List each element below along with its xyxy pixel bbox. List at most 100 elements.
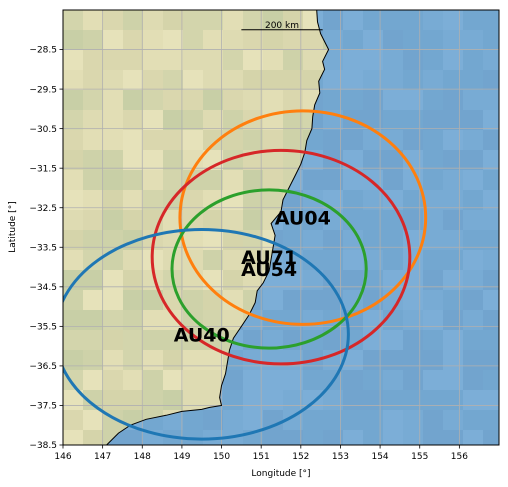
ocean-tile — [363, 110, 383, 130]
land-tile — [263, 170, 283, 190]
ocean-tile — [363, 310, 383, 330]
ocean-tile — [443, 130, 463, 150]
coverage-ellipse-au54 — [170, 188, 368, 350]
ocean-tile — [363, 190, 383, 210]
ocean-tile — [463, 210, 483, 230]
land-tile — [263, 10, 283, 30]
y-axis-ticks: −28.5 −29.5 −30.5 −31.5 −32.5 −33.5 −34.5 −35.5… — [29, 46, 63, 451]
ocean-tile — [383, 90, 403, 110]
ocean-tile — [263, 270, 283, 290]
land-tile — [83, 90, 103, 110]
land-tile — [143, 290, 163, 310]
land-tile — [163, 130, 183, 150]
ocean-tile — [363, 410, 383, 430]
land-tile — [83, 230, 103, 250]
ocean-tile — [423, 130, 443, 150]
ocean-tile — [483, 430, 499, 445]
land-tile — [103, 150, 123, 170]
ocean-tile — [123, 430, 143, 445]
ocean-tile — [443, 410, 463, 430]
land-tile — [63, 30, 83, 50]
land-tile — [143, 30, 163, 50]
ocean-tile — [483, 250, 499, 270]
ocean-tile — [243, 410, 263, 430]
coverage-ellipse-au71 — [150, 148, 412, 366]
ocean-tile — [403, 30, 423, 50]
land-tile — [143, 390, 163, 410]
land-tile — [243, 130, 263, 150]
land-tile — [243, 90, 263, 110]
land-tile — [103, 230, 123, 250]
land-tile — [163, 390, 183, 410]
land-tile — [123, 330, 143, 350]
land-tile — [223, 270, 243, 290]
land-tile — [283, 130, 303, 150]
ocean-tile — [423, 290, 443, 310]
ocean-tile — [463, 190, 483, 210]
land-tile — [223, 250, 243, 270]
land-tile — [103, 270, 123, 290]
ocean-tile — [383, 130, 403, 150]
y-tick-label: −30.5 — [29, 125, 57, 135]
land-tile — [163, 210, 183, 230]
ocean-tile — [383, 250, 403, 270]
x-tick-label: 149 — [173, 452, 190, 462]
ocean-tile — [283, 390, 303, 410]
ocean-tile — [363, 250, 383, 270]
ocean-tile — [403, 410, 423, 430]
land-tile — [103, 10, 123, 30]
land-tile — [203, 350, 223, 370]
x-tick-label: 153 — [332, 452, 349, 462]
land-tile — [223, 90, 243, 110]
land-tile — [283, 90, 303, 110]
ocean-tile — [323, 170, 343, 190]
land-tile — [103, 310, 123, 330]
land-tile — [83, 330, 103, 350]
land-tile — [103, 250, 123, 270]
ocean-tile — [423, 50, 443, 70]
ocean-tile — [363, 350, 383, 370]
land-tile — [203, 70, 223, 90]
ocean-tile — [463, 50, 483, 70]
ocean-tile — [483, 10, 499, 30]
ocean-tile — [443, 330, 463, 350]
land-tile — [123, 270, 143, 290]
ocean-tile — [363, 230, 383, 250]
ocean-tile — [323, 410, 343, 430]
land-tile — [83, 290, 103, 310]
ocean-tile — [283, 210, 303, 230]
ocean-tile — [483, 190, 499, 210]
ocean-tile — [443, 150, 463, 170]
ocean-tile — [323, 10, 343, 30]
land-tile — [283, 110, 303, 130]
land-tile — [83, 310, 103, 330]
ocean-tile — [423, 270, 443, 290]
land-tile — [163, 330, 183, 350]
ocean-tile — [423, 10, 443, 30]
ocean-tile — [423, 370, 443, 390]
land-tile — [143, 50, 163, 70]
ocean-tile — [463, 330, 483, 350]
land-tile — [183, 70, 203, 90]
land-tile — [263, 30, 283, 50]
land-tile — [183, 390, 203, 410]
land-tile — [143, 130, 163, 150]
land-tile — [183, 90, 203, 110]
ocean-tile — [343, 350, 363, 370]
ocean-tile — [223, 390, 243, 410]
land-tile — [303, 70, 323, 90]
land-tile — [163, 70, 183, 90]
ocean-tile — [383, 350, 403, 370]
ocean-tile — [463, 430, 483, 445]
ocean-tile — [283, 310, 303, 330]
ocean-tile — [483, 170, 499, 190]
land-tile — [123, 190, 143, 210]
land-tile — [263, 90, 283, 110]
land-tile — [203, 110, 223, 130]
land-tile — [63, 50, 83, 70]
ocean-tile — [383, 10, 403, 30]
ocean-tile — [403, 430, 423, 445]
ocean-tile — [163, 430, 183, 445]
ocean-tile — [303, 310, 323, 330]
